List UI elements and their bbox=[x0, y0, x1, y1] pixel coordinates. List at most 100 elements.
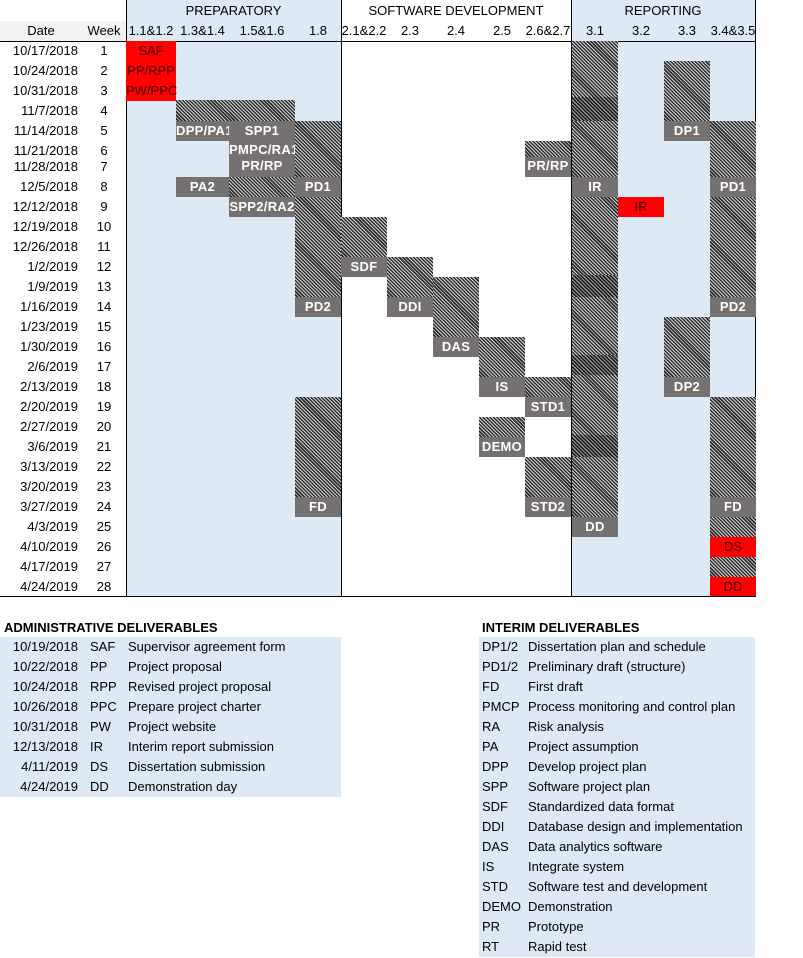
admin-deliverables-table: 10/19/2018 SAF Supervisor agreement form… bbox=[0, 637, 341, 797]
admin-desc: Interim report submission bbox=[128, 739, 274, 754]
activity-bar-3-4b bbox=[710, 197, 756, 297]
admin-desc: Project proposal bbox=[128, 659, 222, 674]
activity-bar-3-4e bbox=[710, 557, 756, 577]
activity-bar-3-3b bbox=[664, 317, 710, 377]
milestone-label: PD1 bbox=[304, 179, 332, 194]
admin-date: 4/24/2019 bbox=[20, 779, 78, 794]
row-date: 10/24/2018 bbox=[12, 63, 78, 78]
activity-bar-1-5b bbox=[229, 177, 295, 197]
row-date: 12/5/2018 bbox=[20, 179, 78, 194]
activity-bar-1-3 bbox=[176, 100, 229, 121]
milestone-label: FD bbox=[724, 499, 742, 514]
row-date: 4/24/2019 bbox=[20, 579, 78, 594]
interim-code: DPP bbox=[482, 759, 509, 774]
milestone-label: SPP1 bbox=[244, 123, 280, 138]
activity-bar-2-6c bbox=[525, 457, 571, 497]
interim-code: DP1/2 bbox=[482, 639, 519, 654]
row-date: 1/16/2019 bbox=[20, 299, 78, 314]
row-date: 10/31/2018 bbox=[12, 83, 78, 98]
activity-bar-3-1-dense bbox=[572, 435, 618, 457]
row-date: 12/12/2018 bbox=[12, 199, 78, 214]
date-header-cell bbox=[0, 21, 126, 41]
milestone-label: FD bbox=[309, 499, 327, 514]
admin-date: 10/19/2018 bbox=[12, 639, 78, 654]
row-date: 1/30/2019 bbox=[20, 339, 78, 354]
row-date: 1/23/2019 bbox=[20, 319, 78, 334]
milestone-label: STD2 bbox=[530, 499, 566, 514]
interim-code: IS bbox=[482, 859, 495, 874]
task-header: 1.8 bbox=[308, 23, 328, 38]
milestone-label: STD1 bbox=[530, 399, 566, 414]
activity-bar-2-3 bbox=[387, 257, 433, 297]
interim-code: DEMO bbox=[482, 899, 521, 914]
task-header: 2.6&2.7 bbox=[525, 23, 571, 38]
interim-desc: Standardized data format bbox=[528, 799, 674, 814]
milestone-pd2-prep: PD2 bbox=[295, 297, 341, 317]
milestone-demo: DEMO bbox=[479, 437, 525, 457]
interim-code: SDF bbox=[482, 799, 508, 814]
admin-date: 4/11/2019 bbox=[21, 759, 78, 774]
row-week: 7 bbox=[100, 159, 108, 174]
milestone-pmpc-ra1: PMPC/RA1 bbox=[229, 141, 298, 157]
milestone-label: PR/RP bbox=[527, 158, 569, 173]
interim-code: STD bbox=[482, 879, 508, 894]
interim-desc: Rapid test bbox=[528, 939, 587, 954]
row-date: 3/27/2019 bbox=[20, 499, 78, 514]
interim-code: RA bbox=[482, 719, 501, 734]
milestone-das: DAS bbox=[433, 337, 479, 357]
milestone-spp2-ra2: SPP2/RA2 bbox=[229, 197, 295, 217]
task-header: 1.5&1.6 bbox=[239, 23, 285, 38]
interim-code: SPP bbox=[482, 779, 509, 794]
admin-code: PP bbox=[90, 659, 108, 674]
milestone-pp-rpp: PP/RPP bbox=[126, 61, 176, 81]
task-header: 3.3 bbox=[677, 23, 697, 38]
deadline-dd: DD bbox=[710, 577, 756, 596]
admin-date: 10/22/2018 bbox=[12, 659, 78, 674]
milestone-label: DS bbox=[723, 539, 743, 554]
milestone-fd-prep: FD bbox=[295, 497, 341, 517]
row-week: 6 bbox=[100, 143, 108, 158]
admin-date: 10/31/2018 bbox=[12, 719, 78, 734]
interim-desc: Software test and development bbox=[528, 879, 708, 894]
row-week: 20 bbox=[96, 419, 112, 434]
task-header: 1.1&1.2 bbox=[128, 23, 174, 38]
interim-desc: Demonstration bbox=[528, 899, 613, 914]
row-date: 2/27/2019 bbox=[20, 419, 78, 434]
milestone-pr-rp-prep: PR/RP bbox=[229, 157, 295, 177]
interim-desc: First draft bbox=[528, 679, 583, 694]
gantt-chart: PREPARATORY SOFTWARE DEVELOPMENT REPORTI… bbox=[0, 0, 756, 597]
milestone-pd1-prep: PD1 bbox=[295, 177, 341, 197]
interim-code: PR bbox=[482, 919, 501, 934]
milestone-is: IS bbox=[479, 377, 525, 397]
activity-bar-3-4c bbox=[710, 397, 756, 497]
activity-bar-3-3a bbox=[664, 61, 710, 121]
grid-line bbox=[126, 0, 127, 597]
milestone-dd-3-1: DD bbox=[572, 517, 618, 537]
task-header: 3.1 bbox=[585, 23, 605, 38]
milestone-label: PR/RP bbox=[241, 158, 283, 173]
row-date: 3/20/2019 bbox=[20, 479, 78, 494]
admin-code: DD bbox=[90, 779, 109, 794]
milestone-label: IR bbox=[588, 179, 602, 194]
milestone-pa2: PA2 bbox=[176, 177, 229, 197]
admin-date: 12/13/2018 bbox=[12, 739, 78, 754]
interim-deliverables-table: DP1/2 Dissertation plan and schedule PD1/… bbox=[479, 637, 755, 957]
activity-bar-2-5a bbox=[479, 337, 525, 377]
row-date: 4/17/2019 bbox=[20, 559, 78, 574]
milestone-pd1-rep: PD1 bbox=[710, 177, 756, 197]
row-week: 26 bbox=[96, 539, 112, 554]
milestone-label: PP/RPP bbox=[127, 63, 175, 78]
activity-bar-3-1-dense bbox=[572, 275, 618, 297]
deadline-ir-3-2: IR bbox=[618, 197, 664, 217]
task-header: 1.3&1.4 bbox=[180, 23, 225, 38]
interim-desc: Prototype bbox=[528, 919, 584, 934]
row-week: 14 bbox=[96, 299, 112, 314]
row-week: 3 bbox=[100, 83, 108, 98]
row-week: 2 bbox=[100, 63, 108, 78]
grid-line bbox=[571, 0, 572, 597]
row-date: 3/13/2019 bbox=[20, 459, 78, 474]
milestone-pd2-rep: PD2 bbox=[710, 297, 756, 317]
row-week: 16 bbox=[96, 339, 112, 354]
milestone-dp2: DP2 bbox=[664, 377, 710, 397]
task-header: 3.2 bbox=[631, 23, 651, 38]
